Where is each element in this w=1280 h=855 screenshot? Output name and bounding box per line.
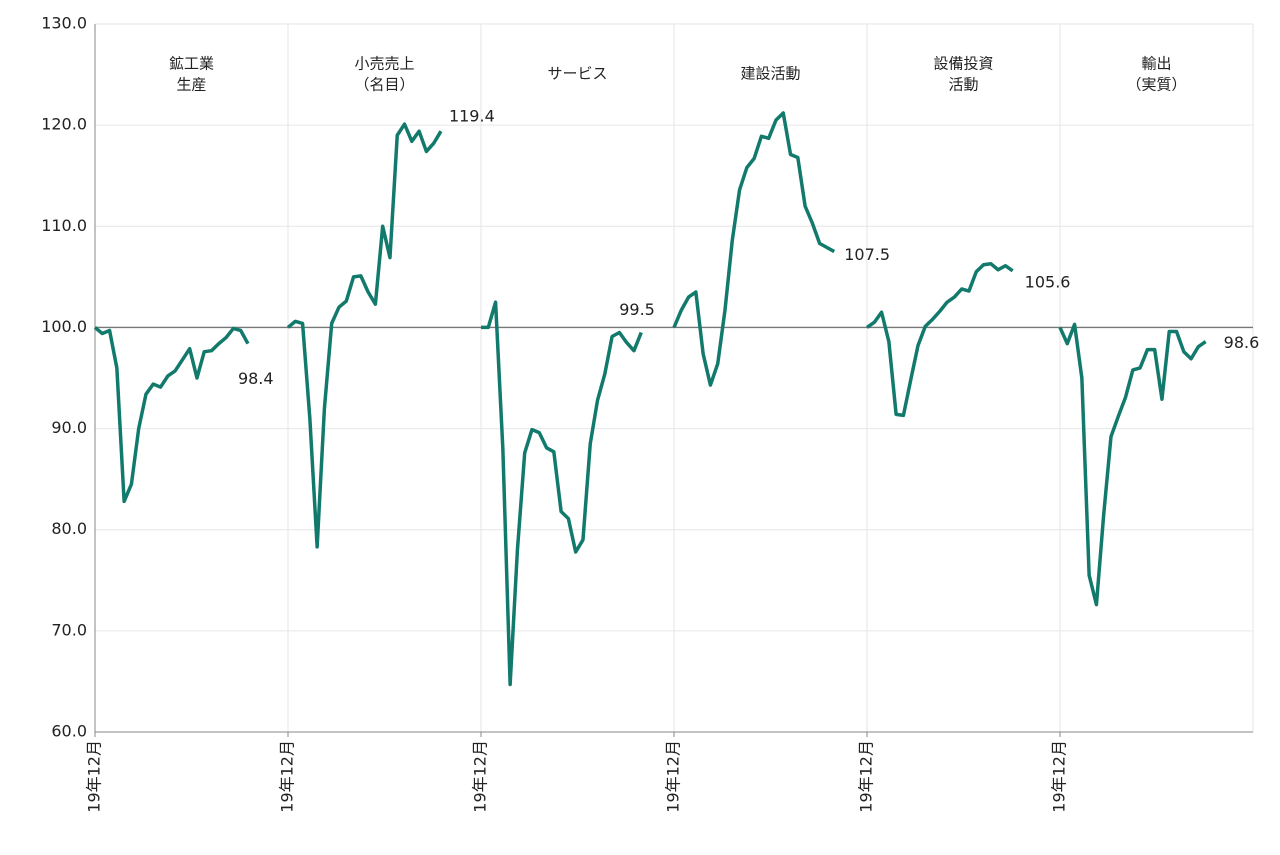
panel-title: 輸出 [1141, 55, 1171, 73]
y-tick-label: 110.0 [41, 216, 87, 235]
series-line [672, 111, 836, 387]
series-line [866, 261, 1014, 418]
panel-title: （名目） [354, 76, 414, 94]
x-tick-label: 19年12月 [278, 740, 297, 813]
y-tick-label: 80.0 [51, 519, 87, 538]
series-line [481, 300, 643, 687]
series-line [93, 326, 250, 504]
end-value-label: 119.4 [449, 107, 495, 126]
panel-title: （実質） [1126, 76, 1186, 94]
y-tick-label: 90.0 [51, 418, 87, 437]
end-value-label: 98.6 [1224, 333, 1260, 352]
panel-title: 小売売上 [354, 55, 414, 73]
x-tick-label: 19年12月 [664, 740, 683, 813]
x-tick-label: 19年12月 [1050, 740, 1069, 813]
y-tick-label: 130.0 [41, 14, 87, 33]
series-line [1058, 322, 1207, 607]
panel-title: 鉱工業 [169, 55, 214, 73]
panel-title: 建設活動 [740, 65, 800, 83]
panel-title: 生産 [176, 76, 206, 94]
end-value-label: 99.5 [619, 300, 655, 319]
end-value-label: 98.4 [238, 369, 274, 388]
end-value-label: 107.5 [844, 245, 890, 264]
y-tick-label: 60.0 [51, 722, 87, 741]
x-tick-label: 19年12月 [85, 740, 104, 813]
panel-title: 設備投資 [933, 55, 993, 73]
y-tick-label: 70.0 [51, 620, 87, 639]
series-line [286, 122, 443, 549]
end-value-label: 105.6 [1025, 272, 1071, 291]
x-tick-label: 19年12月 [857, 740, 876, 813]
x-tick-label: 19年12月 [471, 740, 490, 813]
panel-title: 活動 [948, 76, 978, 94]
y-tick-label: 120.0 [41, 115, 87, 134]
y-tick-label: 100.0 [41, 317, 87, 336]
panel-title: サービス [547, 65, 607, 83]
